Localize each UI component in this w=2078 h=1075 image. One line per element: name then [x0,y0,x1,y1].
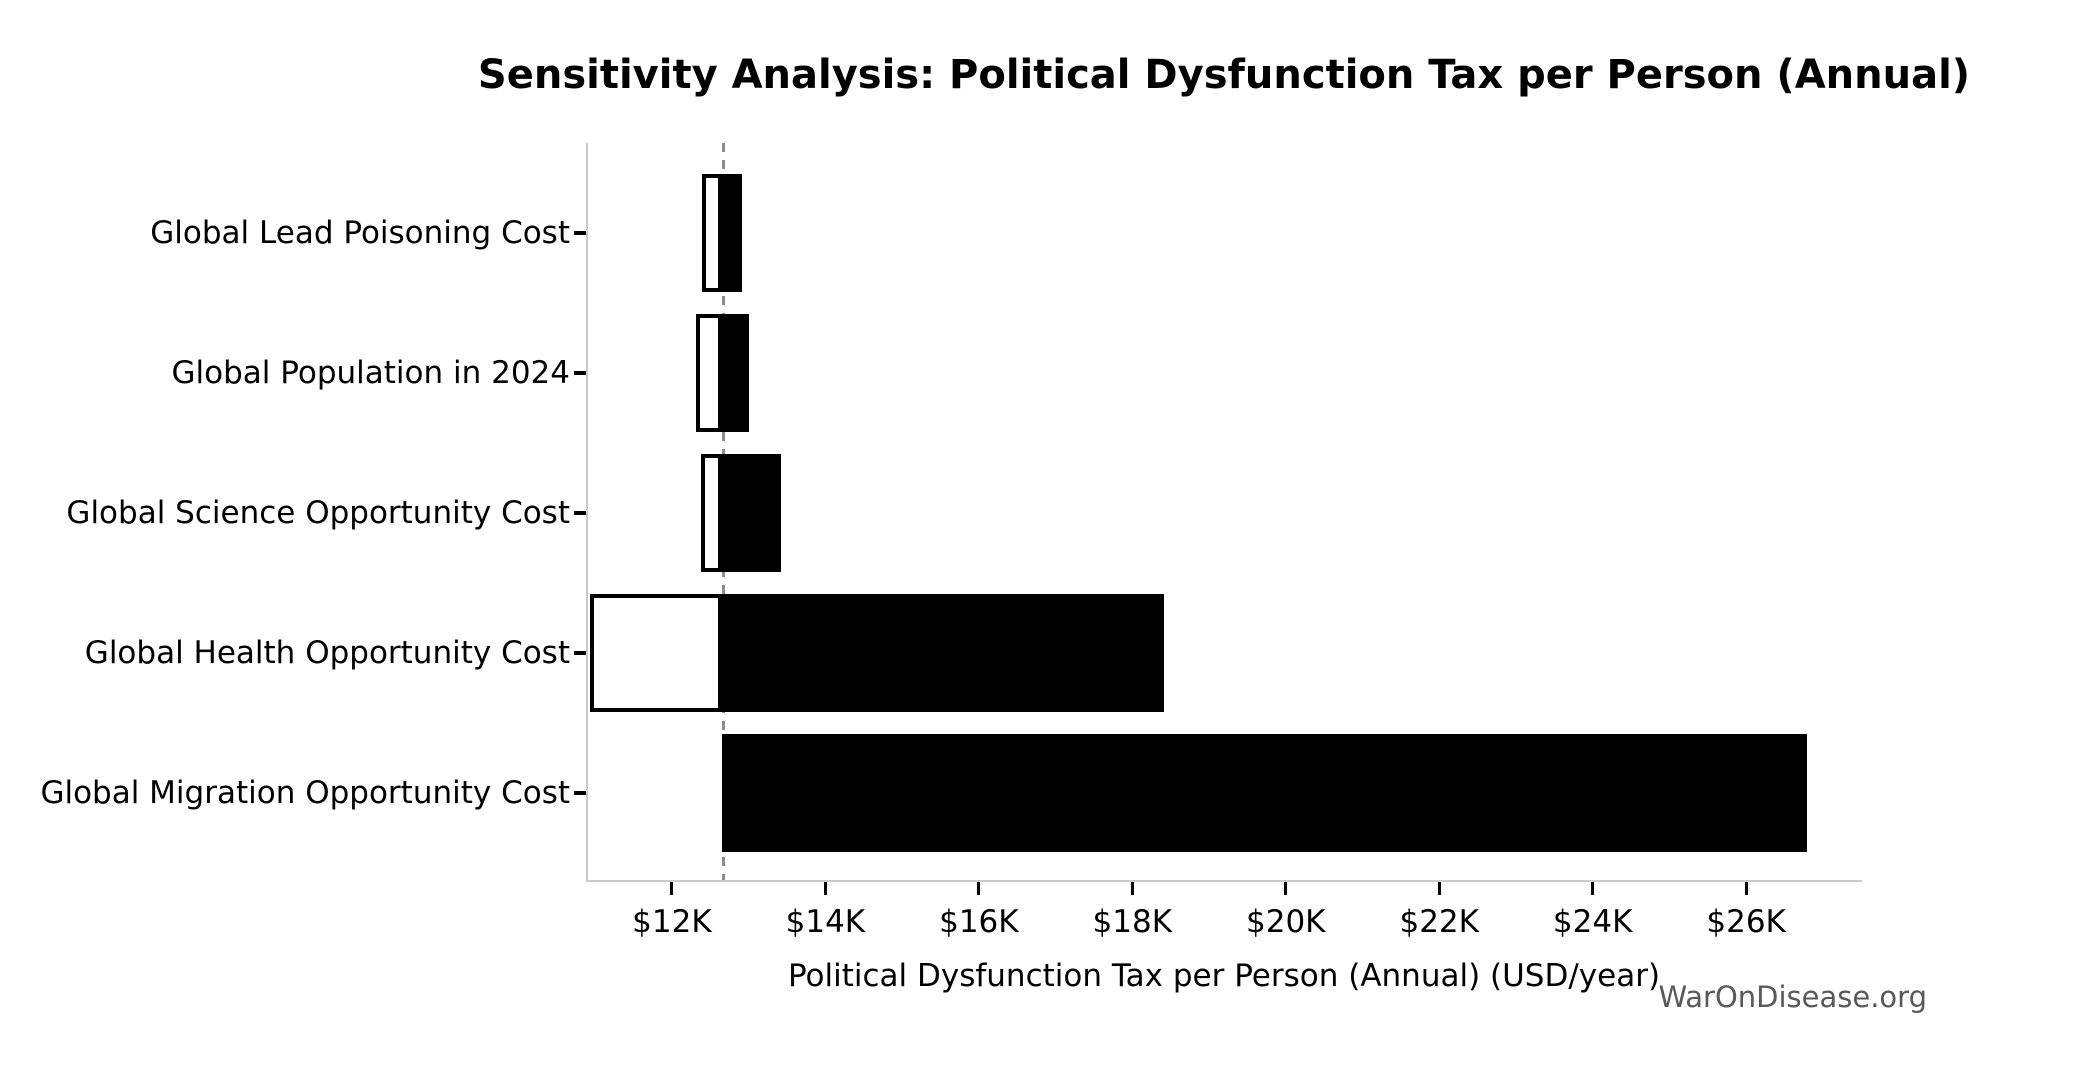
high-bar [721,313,750,432]
x-tick-label: $26K [1706,904,1786,940]
x-tick [823,882,827,895]
y-axis-label: Global Health Opportunity Cost [84,634,570,671]
y-axis-label: Global Science Opportunity Cost [66,494,570,531]
x-tick [1130,882,1134,895]
y-axis-label: Global Migration Opportunity Cost [40,774,570,811]
x-tick-label: $14K [785,904,866,940]
y-tick [574,510,586,515]
x-tick [1591,882,1595,895]
low-bar [589,593,722,712]
y-axis-label: Global Population in 2024 [171,354,570,391]
y-axis-label: Global Lead Poisoning Cost [150,215,570,251]
y-tick [574,231,586,235]
x-tick-label: $22K [1399,904,1479,940]
x-tick [670,882,674,895]
x-tick [1284,882,1288,895]
x-tick-label: $16K [939,904,1019,940]
x-tick [1744,882,1748,895]
watermark-text: WarOnDisease.org [1658,980,1927,1014]
x-tick [1437,882,1441,895]
x-tick-label: $20K [1246,904,1326,940]
high-bar [721,174,742,292]
high-bar [721,453,781,572]
low-bar [701,174,722,292]
y-tick [574,790,586,795]
x-tick-label: $24K [1552,904,1633,940]
low-bar [695,313,722,432]
x-tick-label: $12K [632,904,712,940]
high-bar [721,593,1164,712]
x-axis-label: Political Dysfunction Tax per Person (An… [787,958,1661,994]
y-tick [574,370,586,375]
x-tick-label: $18K [1092,904,1173,940]
low-bar [701,453,722,572]
chart-title: Sensitivity Analysis: Political Dysfunct… [477,52,1971,98]
x-tick [977,882,981,895]
high-bar [721,733,1807,852]
y-tick [574,650,586,655]
